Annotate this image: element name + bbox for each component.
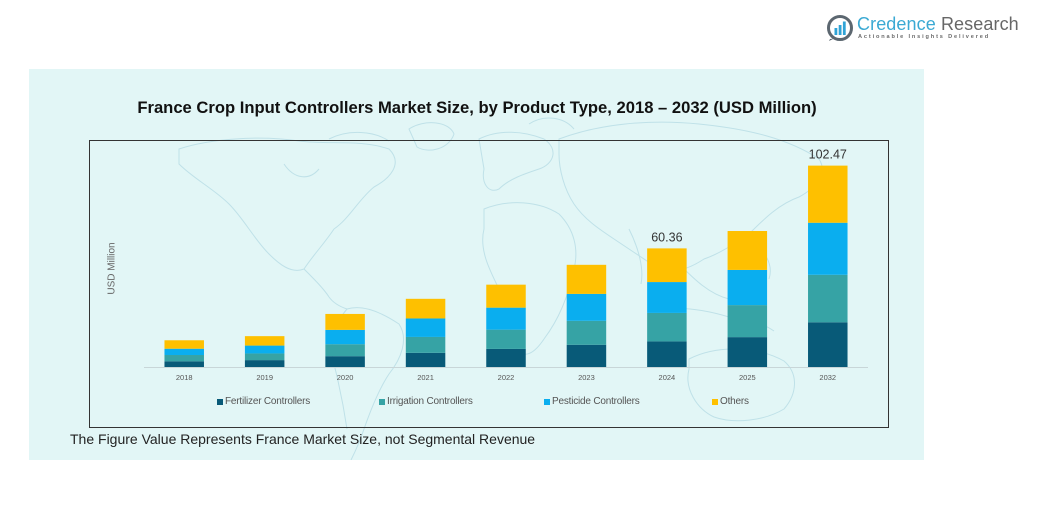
x-tick-label: 2019 [256,373,273,382]
bar-segment-irrigation-controllers-2024 [647,312,687,342]
legend-swatch [544,398,550,405]
legend-label: Pesticide Controllers [552,396,640,407]
legend-swatch [379,398,385,405]
bar-segment-fertilizer-controllers-2019 [244,360,285,367]
x-tick-label: 2023 [578,373,595,382]
chart-panel: France Crop Input Controllers Market Siz… [29,69,924,460]
bar-segment-others-2024 [647,248,687,283]
bar-segment-irrigation-controllers-2032 [808,274,848,323]
logo-name-research: Research [935,14,1019,34]
legend-item-fertilizer-controllers[interactable]: Fertilizer Controllers [217,396,310,407]
bar-segment-others-2021 [405,298,446,319]
bar-segment-fertilizer-controllers-2023 [566,344,607,367]
bar-segment-fertilizer-controllers-2020 [325,356,365,367]
bar-segment-irrigation-controllers-2021 [405,336,446,353]
bar-segment-pesticide-controllers-2023 [566,293,607,321]
legend-label: Others [720,396,749,407]
x-tick-label: 2022 [498,373,515,382]
value-label-2032: 102.47 [809,148,847,162]
legend-swatch [712,398,718,405]
value-label-2024: 60.36 [651,230,682,244]
x-tick-labels: 2018 2019 2020 2021 2022 2023 2024 2025 2032 [176,373,836,382]
logo-tagline: Actionable Insights Delivered [858,34,990,40]
bar-segment-pesticide-controllers-2021 [405,318,446,337]
bar-segment-others-2019 [244,336,285,346]
logo-name-credence: Credence [857,14,936,34]
bar-segment-irrigation-controllers-2022 [486,329,526,349]
x-tick-label: 2025 [739,373,756,382]
chart-title: France Crop Input Controllers Market Siz… [137,98,817,117]
legend-item-irrigation-controllers[interactable]: Irrigation Controllers [379,396,473,407]
bar-segment-pesticide-controllers-2022 [486,307,526,330]
legend-item-others[interactable]: Others [712,396,749,407]
bar-segment-others-2022 [486,284,526,308]
footnote: The Figure Value Represents France Marke… [70,431,536,447]
bar-segment-pesticide-controllers-2024 [647,282,687,313]
bar-segment-others-2032 [808,165,848,223]
bar-segment-irrigation-controllers-2025 [727,305,768,338]
bar-segment-pesticide-controllers-2020 [325,329,365,345]
logo-wordmark: Credence Research [857,14,1019,35]
chart-area: USD Million 2018 2019 2020 2021 2022 2023 2024… [89,140,889,428]
x-tick-label: 2018 [176,373,193,382]
bar-segment-others-2020 [325,313,365,330]
bar-segment-fertilizer-controllers-2018 [164,361,204,367]
bar-segment-fertilizer-controllers-2021 [405,352,446,367]
bar-segment-others-2018 [164,340,204,349]
x-tick-label: 2021 [417,373,434,382]
value-labels: 60.36 102.47 [651,148,847,245]
credence-research-logo: Credence Research Actionable Insights De… [826,12,1026,46]
bars-group [164,165,848,367]
bar-segment-irrigation-controllers-2020 [325,344,365,357]
bar-segment-others-2023 [566,264,607,294]
bar-segment-fertilizer-controllers-2022 [486,348,526,367]
legend-label: Irrigation Controllers [387,396,473,407]
bar-segment-pesticide-controllers-2018 [164,348,204,356]
logo-chart-icon [827,15,853,41]
legend-item-pesticide-controllers[interactable]: Pesticide Controllers [544,396,640,407]
legend-swatch [217,398,223,405]
stacked-bar-chart: 2018 2019 2020 2021 2022 2023 2024 2025 2032 60.… [144,148,868,382]
bar-segment-pesticide-controllers-2025 [727,269,768,306]
bar-segment-fertilizer-controllers-2024 [647,341,687,367]
legend-label: Fertilizer Controllers [225,396,311,407]
bar-segment-irrigation-controllers-2018 [164,355,204,362]
bar-segment-pesticide-controllers-2032 [808,222,848,275]
bar-segment-others-2025 [727,231,768,270]
bar-segment-pesticide-controllers-2019 [244,345,285,354]
x-tick-label: 2032 [819,373,836,382]
x-tick-label: 2024 [659,373,676,382]
bar-segment-irrigation-controllers-2019 [244,353,285,361]
x-tick-label: 2020 [337,373,354,382]
bar-segment-fertilizer-controllers-2032 [808,322,848,367]
bar-segment-irrigation-controllers-2023 [566,320,607,345]
legend: Fertilizer Controllers Irrigation Contro… [90,396,888,410]
bar-segment-fertilizer-controllers-2025 [727,337,768,367]
